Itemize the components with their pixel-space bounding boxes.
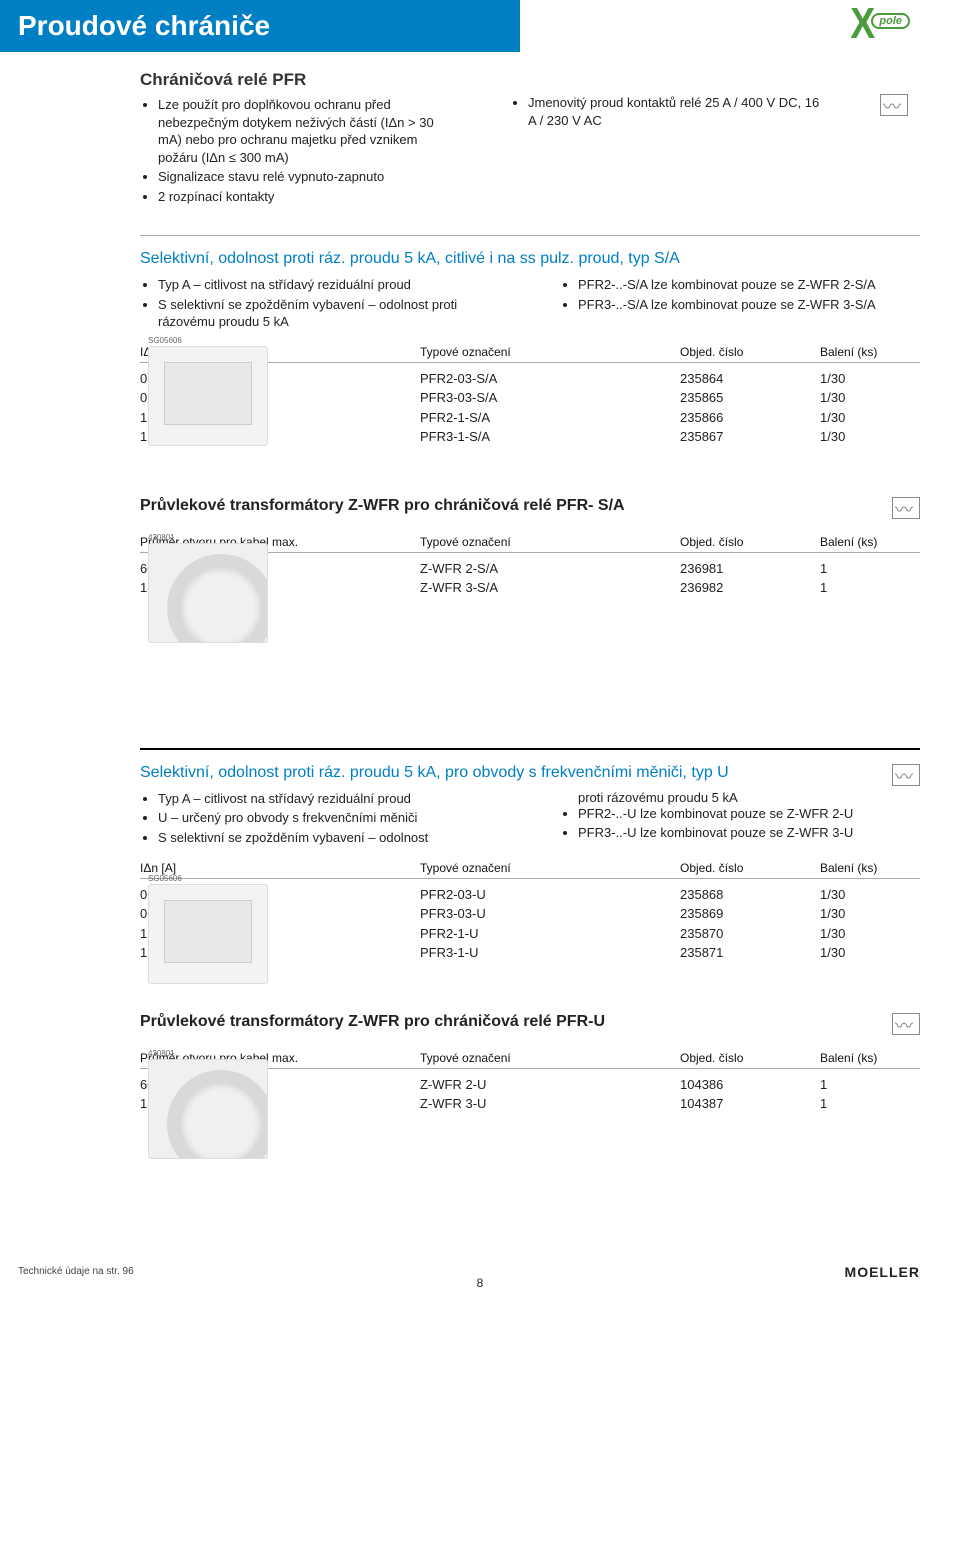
table-cell: 1/30: [820, 427, 920, 447]
table-cell: 235869: [680, 904, 820, 924]
intro-title: Chráničová relé PFR: [140, 70, 450, 90]
list-item: PFR2-..-S/A lze kombinovat pouze se Z-WF…: [578, 276, 920, 294]
table-cell: 235867: [680, 427, 820, 447]
section1-left-list: Typ A – citlivost na střídavý reziduální…: [140, 276, 500, 331]
list-item: S selektivní se zpožděním vybavení – odo…: [158, 829, 500, 847]
table-cell: PFR3-03-S/A: [420, 388, 680, 408]
th: Objed. číslo: [680, 345, 820, 359]
table-cell: 236981: [680, 559, 820, 579]
table-cell: Z-WFR 2-S/A: [420, 559, 680, 579]
list-item: PFR3-..-S/A lze kombinovat pouze se Z-WF…: [578, 296, 920, 314]
section3-title: Selektivní, odolnost proti ráz. proudu 5…: [140, 764, 729, 782]
table-cell: 1/30: [820, 943, 920, 963]
table-cell: 235870: [680, 924, 820, 944]
table-cell: 235864: [680, 369, 820, 389]
brand-logo: MOELLER: [845, 1264, 920, 1280]
table-cell: 1/30: [820, 369, 920, 389]
section4-title: Průvlekové transformátory Z-WFR pro chrá…: [140, 1013, 605, 1031]
wave-icon: [892, 497, 920, 519]
list-item: U – určený pro obvody s frekvenčními měn…: [158, 809, 500, 827]
table-cell: 104386: [680, 1075, 820, 1095]
table-cell: PFR2-1-U: [420, 924, 680, 944]
table-cell: 1: [820, 559, 920, 579]
logo-pill: pole: [871, 13, 910, 29]
table-cell: 1/30: [820, 885, 920, 905]
section3-right-list: PFR2-..-U lze kombinovat pouze se Z-WFR …: [560, 805, 920, 842]
xpole-logo: X pole: [848, 6, 920, 43]
th: Typové označení: [420, 345, 680, 359]
section3-left-list: Typ A – citlivost na střídavý reziduální…: [140, 790, 500, 847]
intro-left-list: Lze použít pro doplňkovou ochranu před n…: [140, 96, 450, 205]
table-cell: 1/30: [820, 904, 920, 924]
th: Typové označení: [420, 861, 680, 875]
page-number: 8: [0, 1276, 960, 1300]
th: Balení (ks): [820, 535, 920, 549]
table-cell: PFR2-03-U: [420, 885, 680, 905]
list-item: PFR3-..-U lze kombinovat pouze se Z-WFR …: [578, 824, 920, 842]
wave-icon: [880, 94, 908, 116]
side-label: SG05606: [148, 874, 182, 883]
intro-right-list: Jmenovitý proud kontaktů relé 25 A / 400…: [510, 94, 820, 129]
table-cell: 1: [820, 1075, 920, 1095]
section1-right-list: PFR2-..-S/A lze kombinovat pouze se Z-WF…: [560, 276, 920, 313]
page-title: Proudové chrániče: [18, 10, 270, 41]
section2-title: Průvlekové transformátory Z-WFR pro chrá…: [140, 497, 625, 515]
section3-right-top: proti rázovému proudu 5 kA: [560, 790, 920, 805]
th: Balení (ks): [820, 345, 920, 359]
table-cell: 235871: [680, 943, 820, 963]
table-cell: 235868: [680, 885, 820, 905]
table-cell: 1/30: [820, 924, 920, 944]
list-item: Typ A – citlivost na střídavý reziduální…: [158, 276, 500, 294]
table-cell: Z-WFR 2-U: [420, 1075, 680, 1095]
th: IΔn [A]: [140, 861, 420, 875]
section1-title: Selektivní, odolnost proti ráz. proudu 5…: [140, 250, 920, 268]
table-cell: PFR2-1-S/A: [420, 408, 680, 428]
table-header: IΔn [A] Typové označení Objed. číslo Bal…: [140, 861, 920, 879]
table-cell: 1/30: [820, 408, 920, 428]
th: Objed. číslo: [680, 1051, 820, 1065]
table-cell: Z-WFR 3-U: [420, 1094, 680, 1114]
list-item: PFR2-..-U lze kombinovat pouze se Z-WFR …: [578, 805, 920, 823]
table-cell: Z-WFR 3-S/A: [420, 578, 680, 598]
th: Balení (ks): [820, 861, 920, 875]
transformer-image: [148, 1059, 268, 1159]
wave-icon: [892, 1013, 920, 1035]
th: Typové označení: [420, 1051, 680, 1065]
table-cell: PFR2-03-S/A: [420, 369, 680, 389]
table-cell: 235865: [680, 388, 820, 408]
transformer-image: [148, 543, 268, 643]
table-cell: 1/30: [820, 388, 920, 408]
device-image: [148, 884, 268, 984]
table-cell: PFR3-1-S/A: [420, 427, 680, 447]
page-title-bar: Proudové chrániče: [0, 0, 520, 52]
side-label: 420801: [148, 533, 175, 542]
list-item: Lze použít pro doplňkovou ochranu před n…: [158, 96, 450, 166]
table-cell: 1: [820, 1094, 920, 1114]
list-item: Jmenovitý proud kontaktů relé 25 A / 400…: [528, 94, 820, 129]
side-label: 420801: [148, 1049, 175, 1058]
table-cell: 1: [820, 578, 920, 598]
th: Balení (ks): [820, 1051, 920, 1065]
wave-icon: [892, 764, 920, 786]
table-cell: PFR3-1-U: [420, 943, 680, 963]
device-image: [148, 346, 268, 446]
table-cell: PFR3-03-U: [420, 904, 680, 924]
side-label: SG05606: [148, 336, 182, 345]
list-item: 2 rozpínací kontakty: [158, 188, 450, 206]
table-cell: 236982: [680, 578, 820, 598]
th: Objed. číslo: [680, 535, 820, 549]
table-cell: 104387: [680, 1094, 820, 1114]
table-cell: 235866: [680, 408, 820, 428]
th: Typové označení: [420, 535, 680, 549]
footer-tech-ref: Technické údaje na str. 96: [18, 1266, 134, 1277]
list-item: Signalizace stavu relé vypnuto-zapnuto: [158, 168, 450, 186]
list-item: S selektivní se zpožděním vybavení – odo…: [158, 296, 500, 331]
list-item: Typ A – citlivost na střídavý reziduální…: [158, 790, 500, 808]
th: Objed. číslo: [680, 861, 820, 875]
